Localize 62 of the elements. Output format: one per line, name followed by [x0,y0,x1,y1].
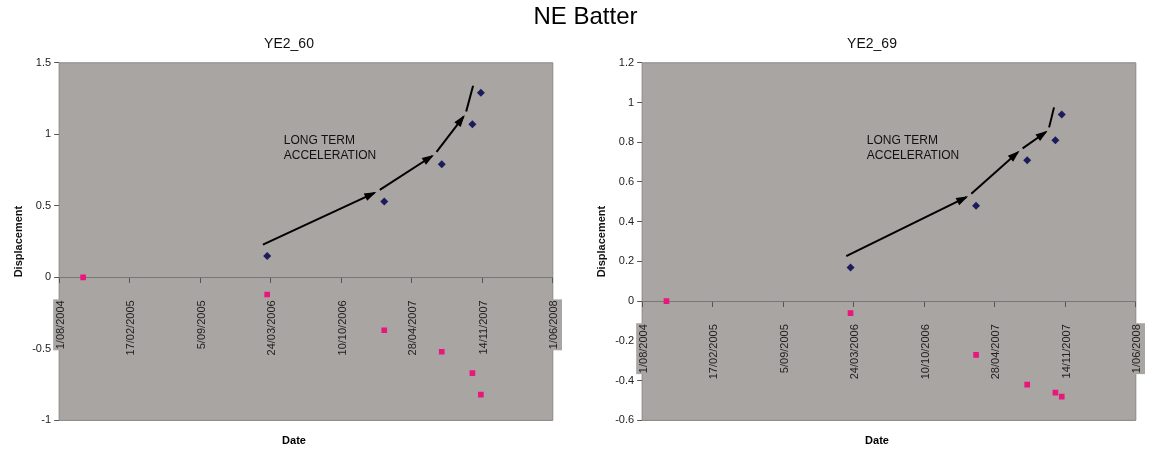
point [80,274,86,281]
x-tick-label: 17/02/2005 [707,324,720,380]
y-tick-label: 0.5 [35,198,52,211]
y-tick-label: 0.4 [618,214,635,227]
x-tick-label: 24/03/2006 [848,324,861,380]
y-tick-label: -1 [41,413,52,426]
x-tick-label: 24/03/2006 [265,300,278,356]
point [846,263,855,272]
x-tick-label: 28/04/2007 [989,324,1002,380]
y-tick-label: 0 [628,294,635,307]
x-tick-label: 1/06/2008 [1130,324,1143,374]
y-tick-label: -0.2 [615,333,635,346]
y-tick-label: 0 [45,270,52,283]
point [973,352,979,358]
x-tick-label: 14/11/2007 [1059,324,1072,379]
x-tick-label: 28/04/2007 [406,300,419,356]
point [972,201,981,210]
chart-title: YE2_69 [847,35,898,52]
y-tick-label: 0.6 [618,175,635,188]
y-tick-label: 1 [45,127,52,140]
text: NE Batter [533,2,638,29]
point [1023,156,1032,165]
x-tick-label: 14/11/2007 [476,300,489,355]
y-axis-title: Displacement [594,205,607,278]
y-tick-label: 0.8 [618,135,635,148]
point [381,327,388,334]
y-tick-label: 1 [628,95,635,108]
point [478,391,484,398]
point [468,120,477,129]
point [1024,381,1031,388]
y-axis-title: Displacement [11,205,24,278]
point [469,370,476,377]
point [437,160,446,169]
point [1051,136,1060,145]
chart-title: YE2_60 [264,35,315,52]
point [1058,393,1065,400]
point [264,291,271,298]
point [263,251,272,260]
x-axis-title: Date [281,433,307,448]
annotation: LONG TERM ACCELERATION [283,132,377,162]
annotation: LONG TERM ACCELERATION [866,132,960,162]
x-tick-label: 1/08/2004 [53,300,66,350]
y-tick-label: 0.2 [618,254,635,267]
y-tick-label: -0.4 [615,373,635,386]
x-tick-label: 10/10/2006 [918,324,931,380]
point [380,197,389,206]
y-tick-label: -0.5 [32,341,52,354]
y-tick-label: 1.2 [618,55,635,68]
point [1057,110,1066,119]
x-axis-title: Date [864,433,890,448]
point [847,310,854,316]
y-tick-label: 1.5 [35,55,52,68]
x-tick-label: 5/09/2005 [777,324,790,374]
point [476,88,485,97]
x-tick-label: 1/06/2008 [547,300,560,350]
point [663,298,670,305]
x-tick-label: 1/08/2004 [636,324,649,374]
point [438,348,445,355]
x-tick-label: 5/09/2005 [194,300,207,350]
x-tick-label: 17/02/2005 [124,300,137,356]
x-tick-label: 10/10/2006 [335,300,348,356]
y-tick-label: -0.6 [615,413,635,426]
